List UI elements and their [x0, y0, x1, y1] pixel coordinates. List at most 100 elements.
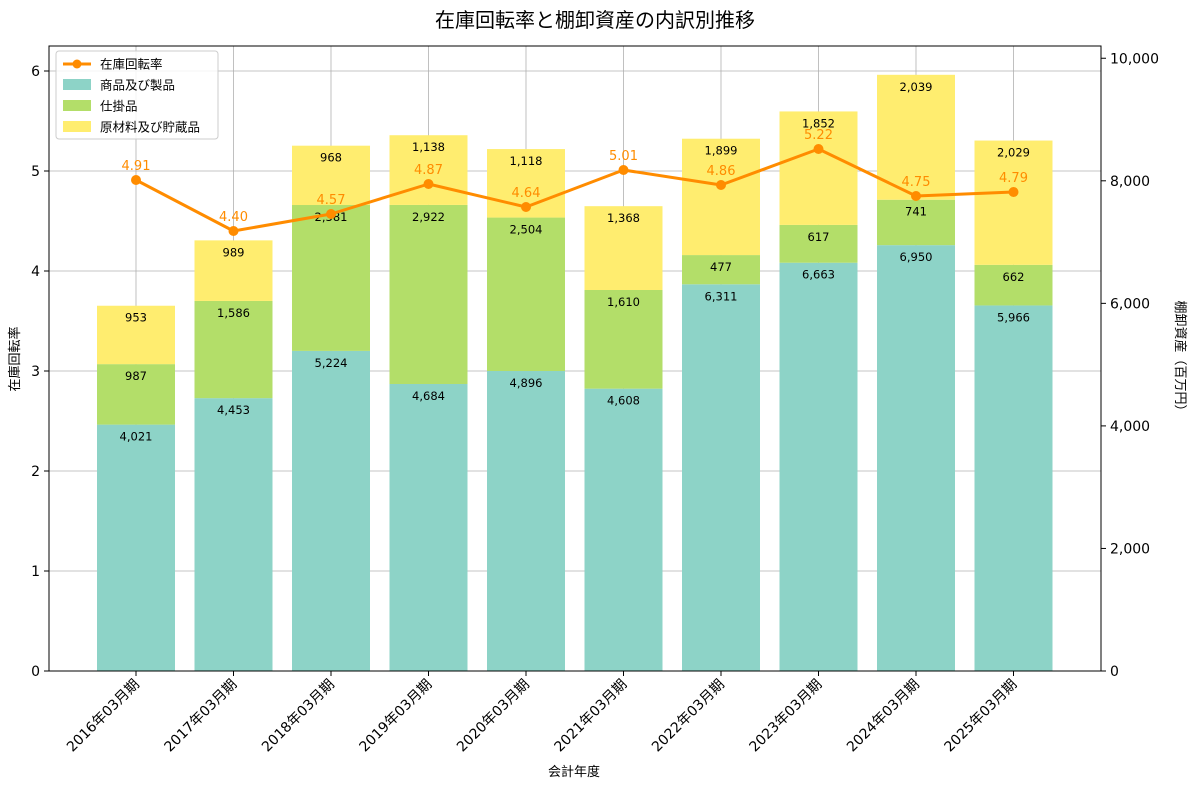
bar-segment — [487, 217, 565, 371]
turnover-line: 4.91 4.40 4.57 4.87 4.64 5.01 4.86 5.22 4.75 4.79 — [122, 128, 1028, 236]
turnover-point — [813, 144, 824, 154]
bar-value-label: 968 — [320, 151, 342, 165]
bar-value-label: 4,608 — [607, 394, 640, 408]
y-right-tick-label: 10,000 — [1110, 51, 1159, 67]
bar-segment — [292, 205, 370, 351]
bar-segment — [682, 255, 760, 285]
bar-segment — [974, 264, 1053, 306]
y-right-tick-label: 4,000 — [1110, 419, 1150, 435]
bar-segment — [779, 111, 858, 225]
bar-value-label: 1,118 — [510, 154, 543, 168]
legend-entry-label: 仕掛品 — [100, 99, 138, 114]
turnover-value-label: 4.87 — [414, 163, 443, 178]
bar-segment — [974, 140, 1053, 265]
bar-segment — [974, 305, 1053, 671]
y-right-tick-label: 8,000 — [1110, 174, 1150, 190]
bar-value-label: 1,138 — [412, 140, 445, 154]
legend-color-swatch — [63, 121, 91, 132]
bar-value-label: 1,852 — [802, 116, 835, 130]
turnover-value-label: 4.64 — [512, 186, 541, 201]
bar-value-label: 1,368 — [607, 211, 640, 225]
bar-value-label: 2,029 — [997, 146, 1030, 160]
bar-value-label: 989 — [223, 245, 245, 259]
y-left-tick-label: 0 — [31, 664, 40, 680]
y-right-tick-label: 6,000 — [1110, 296, 1150, 312]
bar-segment — [389, 204, 468, 384]
bar-value-label: 2,922 — [412, 210, 445, 224]
turnover-point — [618, 165, 629, 175]
y-right-tick-label: 2,000 — [1110, 541, 1150, 557]
bar-segment — [779, 224, 858, 263]
y-left-tick-label: 3 — [31, 364, 40, 380]
bar-segment — [97, 305, 175, 365]
bar-value-label: 4,453 — [217, 403, 250, 417]
legend-entry-label: 在庫回転率 — [100, 57, 163, 72]
x-tick-label: 2016年03月期 — [64, 677, 143, 756]
bar-value-label: 4,896 — [510, 376, 543, 390]
bar-segment — [487, 371, 565, 671]
legend-color-swatch — [63, 100, 91, 111]
bar-segment — [194, 300, 273, 399]
x-tick-label: 2023年03月期 — [747, 677, 826, 756]
legend-color-swatch — [63, 79, 91, 90]
turnover-value-label: 4.91 — [122, 159, 151, 174]
legend-entry-label: 原材料及び貯蔵品 — [100, 120, 200, 135]
bar-value-label: 6,311 — [705, 289, 738, 303]
bar-segment — [292, 145, 370, 206]
bar-value-label: 1,586 — [217, 306, 250, 320]
bar-value-label: 5,224 — [315, 356, 348, 370]
x-tick-label: 2020年03月期 — [454, 677, 533, 756]
bar-segment — [584, 206, 663, 290]
bars: 4,0219879534,4531,5869895,2242,3819684,6… — [97, 74, 1053, 671]
bar-segment — [584, 388, 663, 671]
bar-segment — [389, 383, 468, 671]
bar-segment — [194, 240, 273, 301]
turnover-value-label: 4.86 — [707, 164, 736, 179]
turnover-point — [1008, 187, 1019, 197]
turnover-value-label: 4.79 — [999, 171, 1028, 186]
bar-value-label: 2,504 — [510, 223, 543, 237]
bar-value-label: 4,021 — [120, 430, 153, 444]
y-left-axis-label: 在庫回転率 — [7, 326, 23, 391]
turnover-point — [131, 175, 141, 185]
bar-value-label: 6,950 — [900, 250, 933, 264]
bar-segment — [97, 364, 175, 425]
turnover-value-label: 5.22 — [804, 128, 833, 143]
y-left-tick-label: 4 — [31, 264, 40, 280]
x-tick-label: 2022年03月期 — [649, 677, 728, 756]
bar-segment — [292, 350, 370, 671]
legend-entry-label: 商品及び製品 — [100, 78, 175, 93]
bar-segment — [877, 74, 955, 200]
turnover-line-path — [135, 147, 1014, 233]
bar-segment — [779, 262, 858, 671]
x-tick-label: 2025年03月期 — [942, 677, 1021, 756]
bar-segment — [194, 398, 273, 671]
y-right-tick-label: 0 — [1110, 664, 1119, 680]
bar-value-label: 4,684 — [412, 389, 445, 403]
bar-segment — [682, 284, 760, 671]
y-right-axis-label: 棚卸資産（百万円） — [1172, 300, 1188, 417]
turnover-value-label: 5.01 — [609, 149, 638, 164]
x-tick-label: 2021年03月期 — [552, 677, 631, 756]
turnover-value-label: 4.75 — [902, 175, 931, 190]
y-left-tick-label: 2 — [31, 464, 40, 480]
y-left-tick-label: 6 — [31, 64, 40, 80]
turnover-value-label: 4.40 — [219, 210, 248, 225]
legend-marker — [72, 59, 82, 69]
turnover-point — [228, 226, 239, 236]
x-tick-label: 2018年03月期 — [259, 677, 338, 756]
bar-value-label: 617 — [808, 230, 830, 244]
bar-segment — [682, 138, 760, 256]
x-tick-label: 2024年03月期 — [844, 677, 923, 756]
turnover-point — [716, 180, 726, 190]
bar-value-label: 6,663 — [802, 268, 835, 282]
bar-value-label: 953 — [125, 311, 147, 325]
bar-value-label: 1,899 — [705, 144, 738, 158]
bar-value-label: 5,966 — [997, 310, 1030, 324]
turnover-point — [326, 209, 336, 219]
turnover-point — [911, 191, 921, 201]
turnover-point — [521, 202, 531, 212]
